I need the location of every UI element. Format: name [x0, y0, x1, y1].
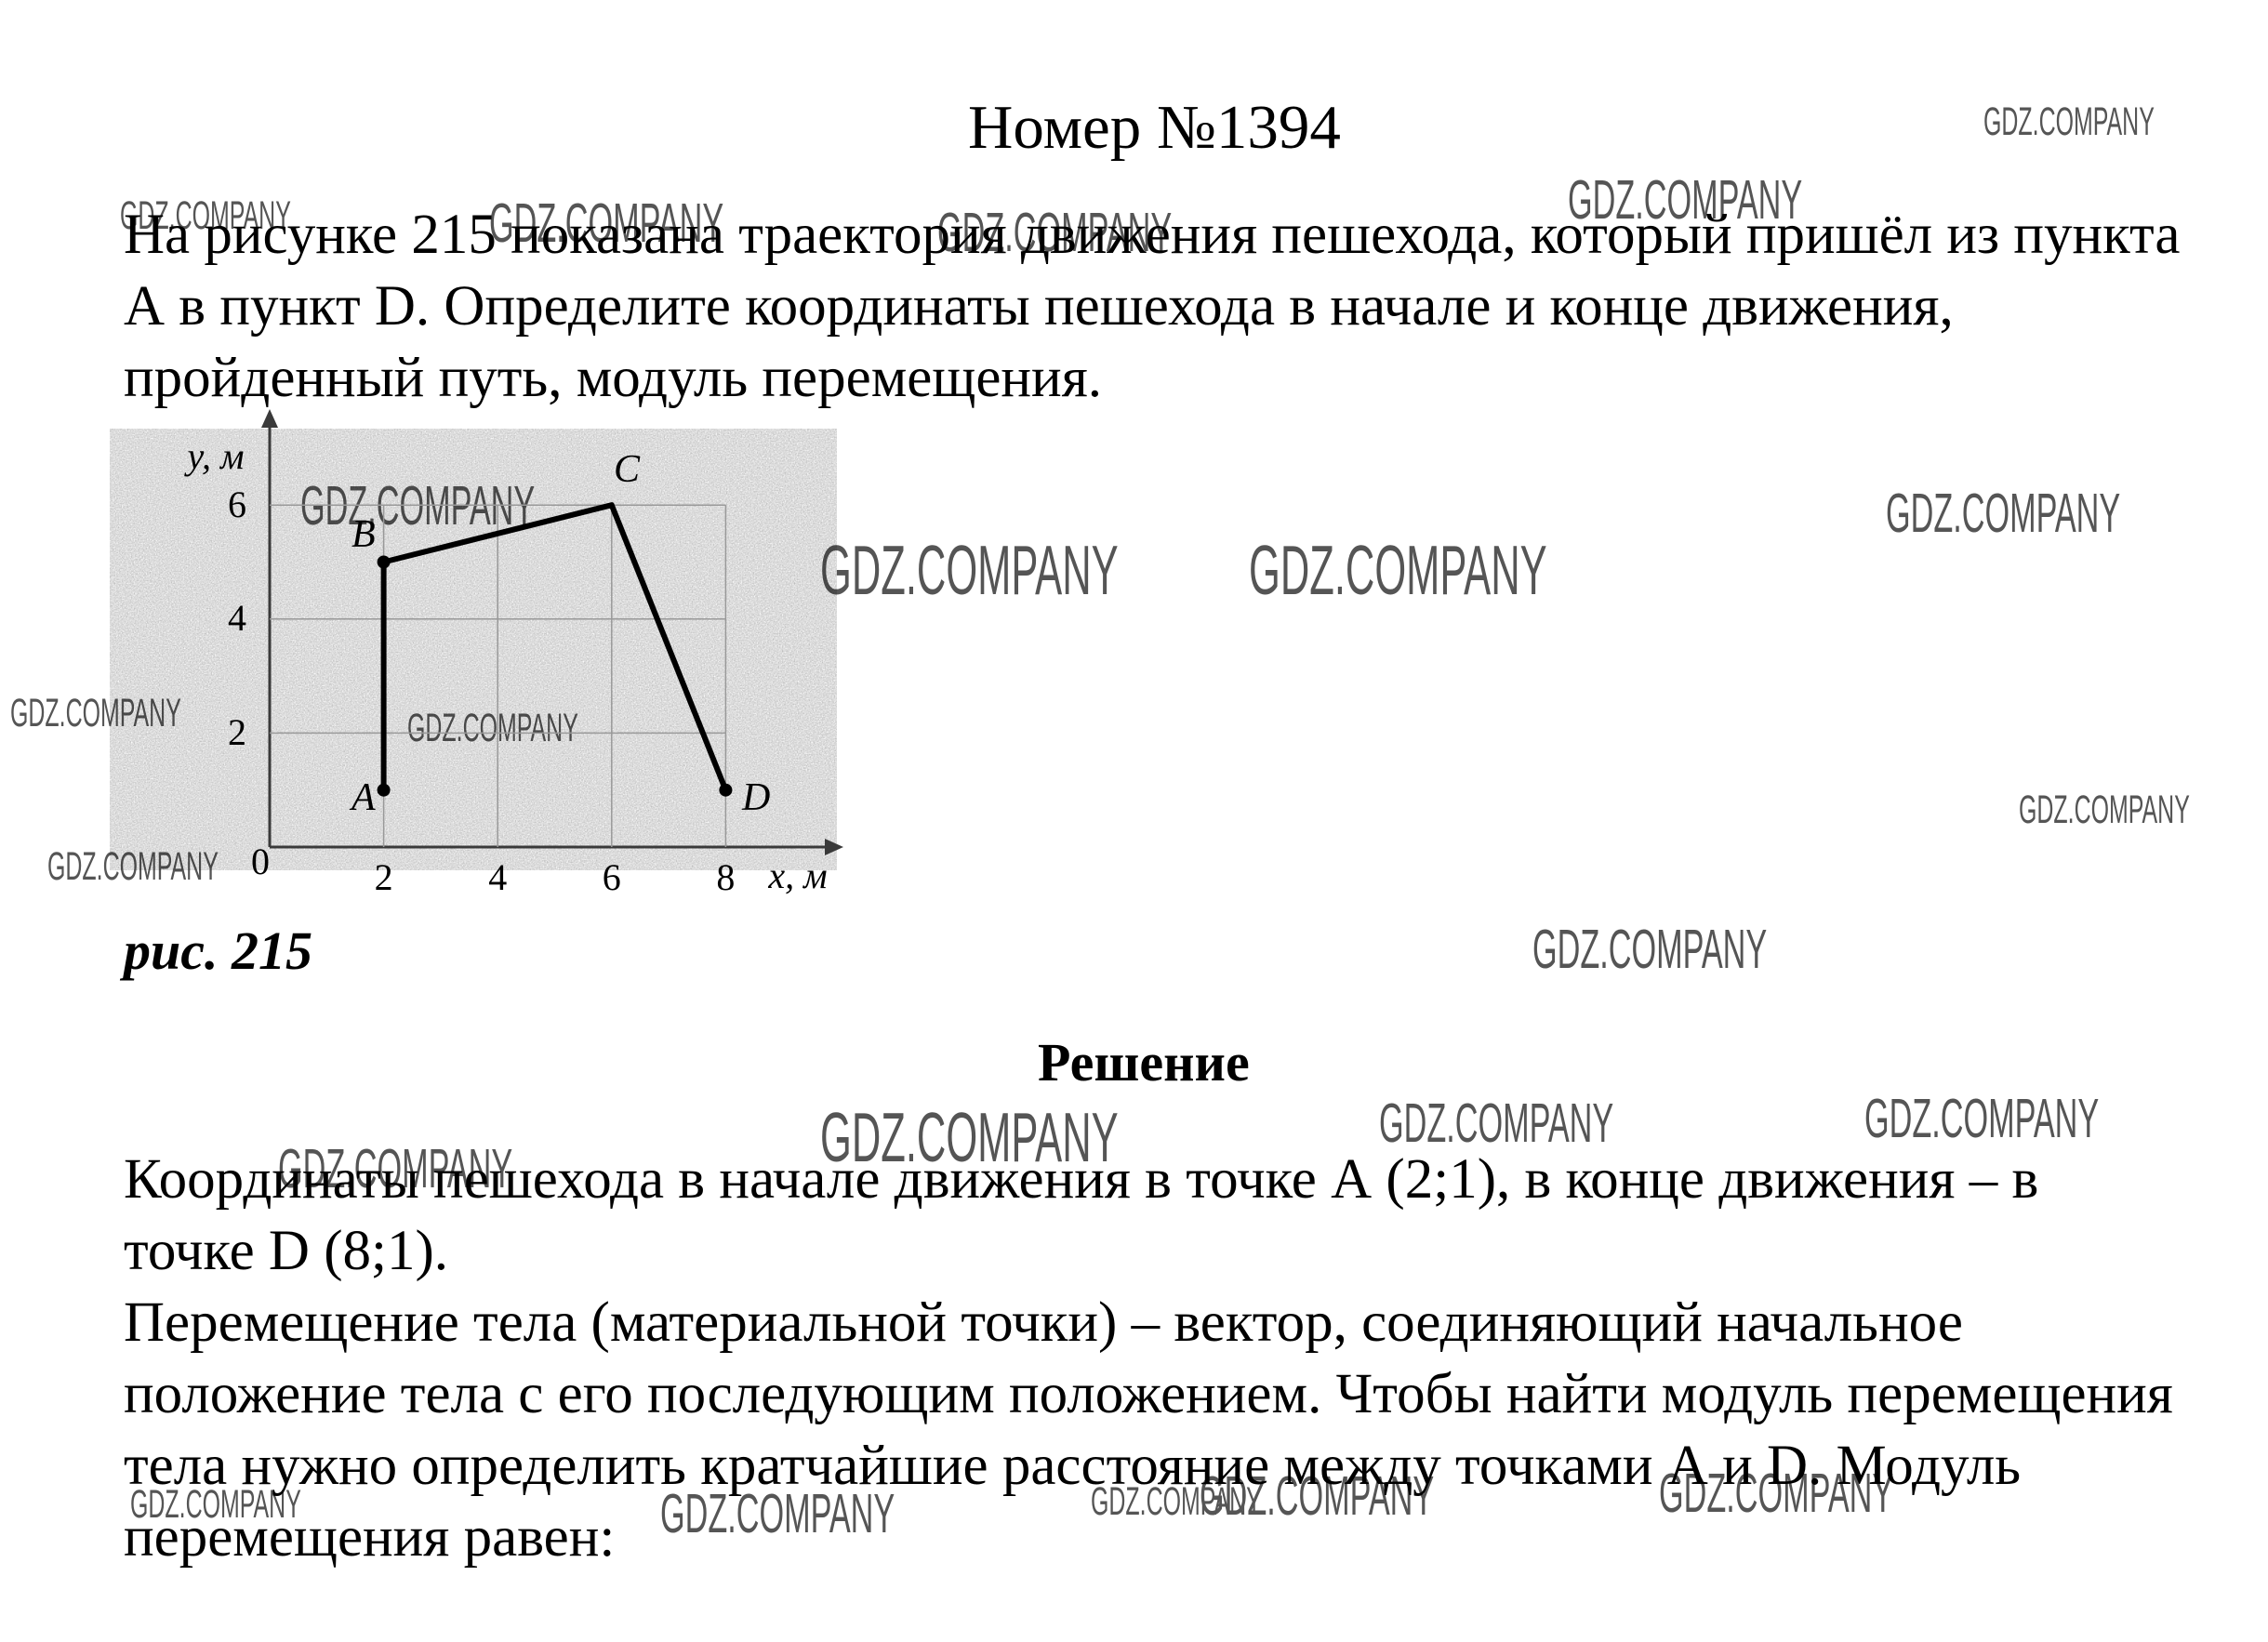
svg-text:y, м: y, м: [183, 435, 244, 477]
svg-text:B: B: [351, 513, 376, 556]
svg-text:2: 2: [375, 856, 393, 898]
svg-text:x, м: x, м: [767, 854, 827, 896]
svg-text:2: 2: [228, 711, 246, 753]
svg-text:6: 6: [228, 483, 246, 525]
svg-text:D: D: [741, 776, 770, 819]
svg-text:8: 8: [716, 856, 735, 898]
svg-text:6: 6: [603, 856, 621, 898]
svg-text:0: 0: [251, 841, 270, 882]
svg-text:A: A: [349, 776, 376, 819]
svg-text:4: 4: [228, 597, 246, 639]
svg-text:4: 4: [488, 856, 507, 898]
svg-text:C: C: [614, 448, 641, 491]
